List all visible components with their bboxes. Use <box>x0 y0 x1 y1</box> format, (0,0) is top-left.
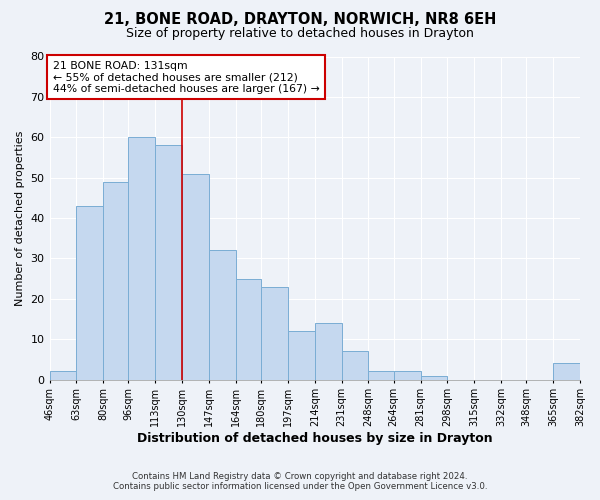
Bar <box>128 138 155 380</box>
Bar <box>341 352 368 380</box>
Bar <box>288 331 315 380</box>
Bar <box>315 323 341 380</box>
Bar <box>182 174 209 380</box>
Text: 21 BONE ROAD: 131sqm
← 55% of detached houses are smaller (212)
44% of semi-deta: 21 BONE ROAD: 131sqm ← 55% of detached h… <box>53 60 319 94</box>
Bar <box>209 250 236 380</box>
X-axis label: Distribution of detached houses by size in Drayton: Distribution of detached houses by size … <box>137 432 493 445</box>
Bar <box>553 364 580 380</box>
Bar <box>421 376 448 380</box>
Bar <box>76 206 103 380</box>
Bar <box>261 286 288 380</box>
Bar <box>394 372 421 380</box>
Bar <box>103 182 128 380</box>
Bar <box>155 146 182 380</box>
Y-axis label: Number of detached properties: Number of detached properties <box>15 130 25 306</box>
Text: Contains HM Land Registry data © Crown copyright and database right 2024.
Contai: Contains HM Land Registry data © Crown c… <box>113 472 487 491</box>
Bar <box>50 372 76 380</box>
Text: Size of property relative to detached houses in Drayton: Size of property relative to detached ho… <box>126 28 474 40</box>
Text: 21, BONE ROAD, DRAYTON, NORWICH, NR8 6EH: 21, BONE ROAD, DRAYTON, NORWICH, NR8 6EH <box>104 12 496 28</box>
Bar <box>368 372 394 380</box>
Bar <box>236 278 261 380</box>
